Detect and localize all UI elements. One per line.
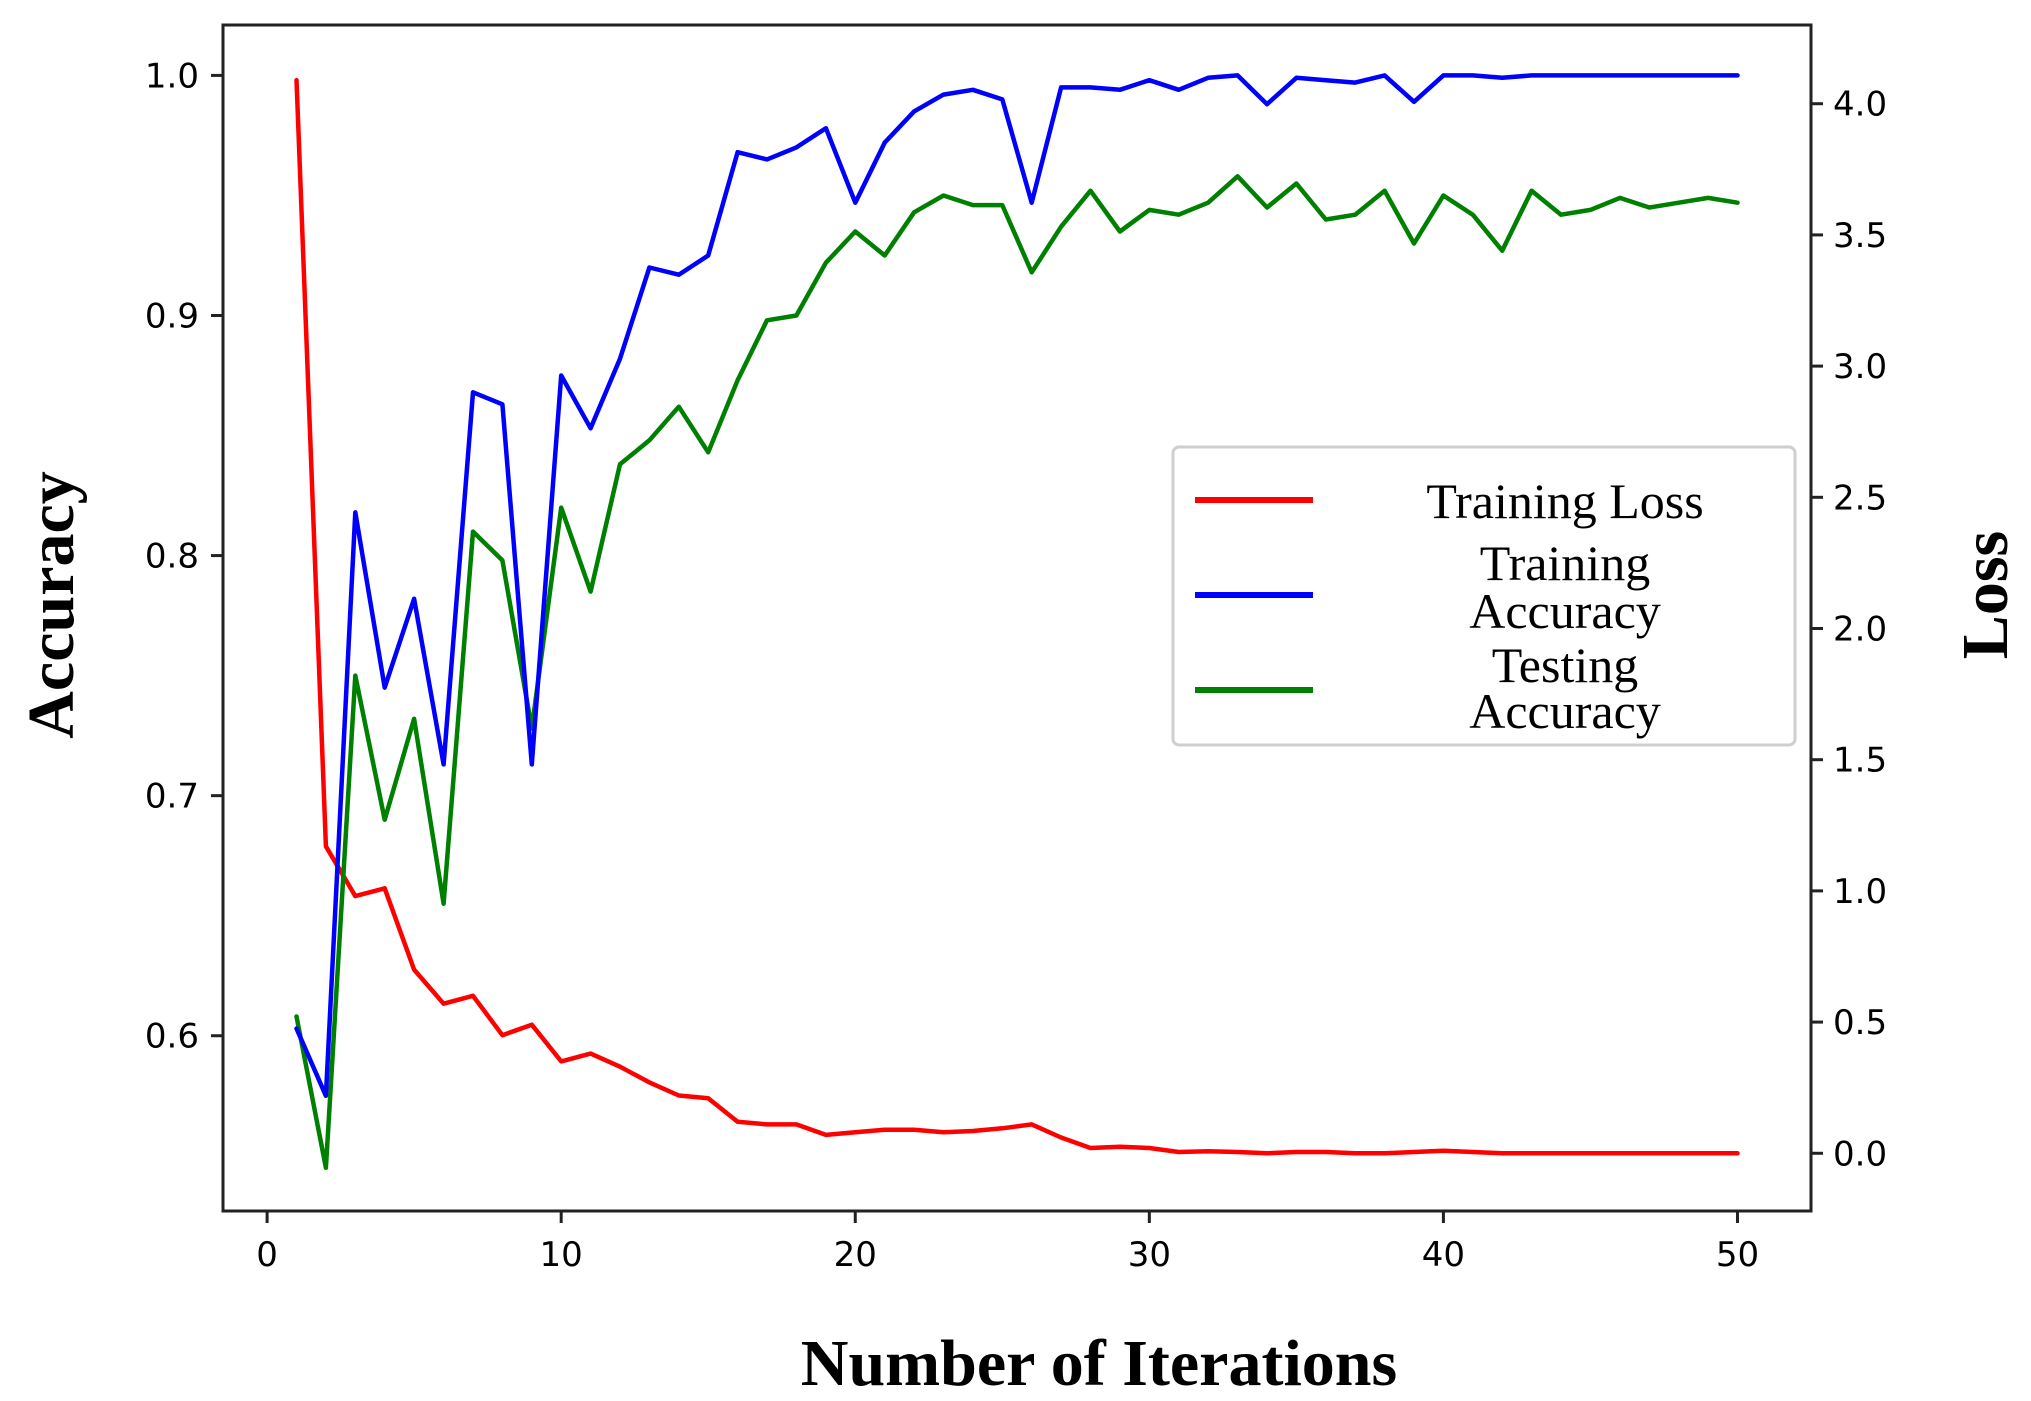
series-line-training-loss (294, 77, 1740, 1156)
y-axis-right: 0.0 0.5 1.0 1.5 2.0 2.5 3.0 3.5 4.0 (1811, 85, 1887, 1174)
legend-label-training-accuracy: Training (1480, 535, 1650, 591)
legend-label-training-loss: Training Loss (1426, 473, 1703, 529)
y-right-tick-label: 2.0 (1833, 609, 1887, 649)
x-tick-label: 0 (256, 1235, 278, 1275)
y-left-tick-label: 0.8 (145, 537, 199, 577)
legend-label-testing-accuracy: Accuracy (1469, 683, 1661, 739)
plot-area (294, 73, 1740, 1171)
y-left-tick-label: 1.0 (145, 56, 199, 96)
x-tick-label: 20 (834, 1235, 877, 1275)
x-tick-label: 50 (1716, 1235, 1759, 1275)
legend: Training LossTrainingAccuracyTestingAccu… (1171, 445, 1797, 747)
y-left-tick-label: 0.7 (145, 777, 199, 817)
y-right-tick-label: 1.0 (1833, 872, 1887, 912)
y-left-tick-label: 0.6 (145, 1017, 199, 1057)
plot-frame (221, 23, 1813, 1213)
y-right-tick-label: 3.5 (1833, 216, 1887, 256)
x-tick-label: 10 (540, 1235, 583, 1275)
y-right-tick-label: 0.0 (1833, 1134, 1887, 1174)
y-axis-left-title: Accuracy (15, 471, 88, 739)
y-axis-left: 0.6 0.7 0.8 0.9 1.0 (145, 56, 223, 1057)
x-axis: 0 10 20 30 40 50 (256, 1211, 1759, 1275)
x-tick-label: 30 (1128, 1235, 1171, 1275)
y-right-tick-label: 4.0 (1833, 85, 1887, 125)
y-right-tick-label: 3.0 (1833, 347, 1887, 387)
legend-label-training-accuracy: Accuracy (1469, 583, 1661, 639)
y-right-tick-label: 2.5 (1833, 478, 1887, 518)
legend-box (1171, 445, 1797, 747)
y-left-tick-label: 0.9 (145, 296, 199, 336)
series-line-training-accuracy (294, 73, 1740, 1099)
x-axis-title: Number of Iterations (801, 1327, 1397, 1400)
y-axis-right-title: Loss (1949, 531, 2022, 659)
x-tick-label: 40 (1422, 1235, 1465, 1275)
legend-label-testing-accuracy: Testing (1492, 637, 1638, 693)
y-right-tick-label: 0.5 (1833, 1003, 1887, 1043)
y-right-tick-label: 1.5 (1833, 741, 1887, 781)
